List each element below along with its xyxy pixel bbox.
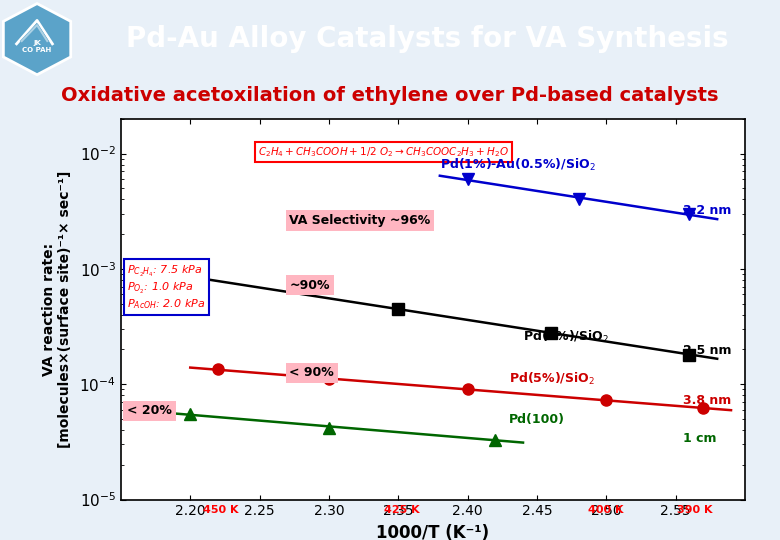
Text: $P_{C_2H_4}$: 7.5 kPa
$P_{O_2}$: 1.0 kPa
$P_{AcOH}$: 2.0 kPa: $P_{C_2H_4}$: 7.5 kPa $P_{O_2}$: 1.0 kPa… (127, 264, 205, 312)
Text: 390 K: 390 K (677, 505, 713, 515)
X-axis label: 1000/T (K⁻¹): 1000/T (K⁻¹) (376, 524, 490, 540)
Text: 1 cm: 1 cm (682, 431, 716, 445)
Text: 2.5 nm: 2.5 nm (682, 344, 731, 357)
Text: $C_2H_4 + CH_3COOH + 1/2\ O_2 \rightarrow CH_3COOC_2H_3 + H_2O$: $C_2H_4 + CH_3COOH + 1/2\ O_2 \rightarro… (258, 145, 509, 159)
Text: 3.8 nm: 3.8 nm (682, 394, 731, 407)
Text: < 20%: < 20% (127, 404, 172, 417)
Text: JK
CO PAH: JK CO PAH (23, 40, 51, 53)
Text: Oxidative acetoxilation of ethylene over Pd-based catalysts: Oxidative acetoxilation of ethylene over… (62, 85, 718, 105)
Text: Pd(1%)/SiO$_2$: Pd(1%)/SiO$_2$ (523, 328, 609, 345)
Text: 400 K: 400 K (588, 505, 624, 515)
Text: 425 K: 425 K (385, 505, 420, 515)
Text: Pd(100): Pd(100) (509, 414, 566, 427)
Text: Pd(5%)/SiO$_2$: Pd(5%)/SiO$_2$ (509, 370, 595, 387)
Text: VA Selectivity ~96%: VA Selectivity ~96% (289, 214, 431, 227)
Text: ~90%: ~90% (289, 279, 330, 292)
Text: Pd(1%)-Au(0.5%)/SiO$_2$: Pd(1%)-Au(0.5%)/SiO$_2$ (440, 157, 596, 173)
Text: 450 K: 450 K (204, 505, 239, 515)
Text: 3.2 nm: 3.2 nm (682, 204, 731, 217)
Text: < 90%: < 90% (289, 366, 334, 379)
Text: Pd-Au Alloy Catalysts for VA Synthesis: Pd-Au Alloy Catalysts for VA Synthesis (126, 25, 729, 53)
Y-axis label: VA reaction rate:
[molecules×(surface site)⁻¹× sec⁻¹]: VA reaction rate: [molecules×(surface si… (42, 171, 73, 448)
